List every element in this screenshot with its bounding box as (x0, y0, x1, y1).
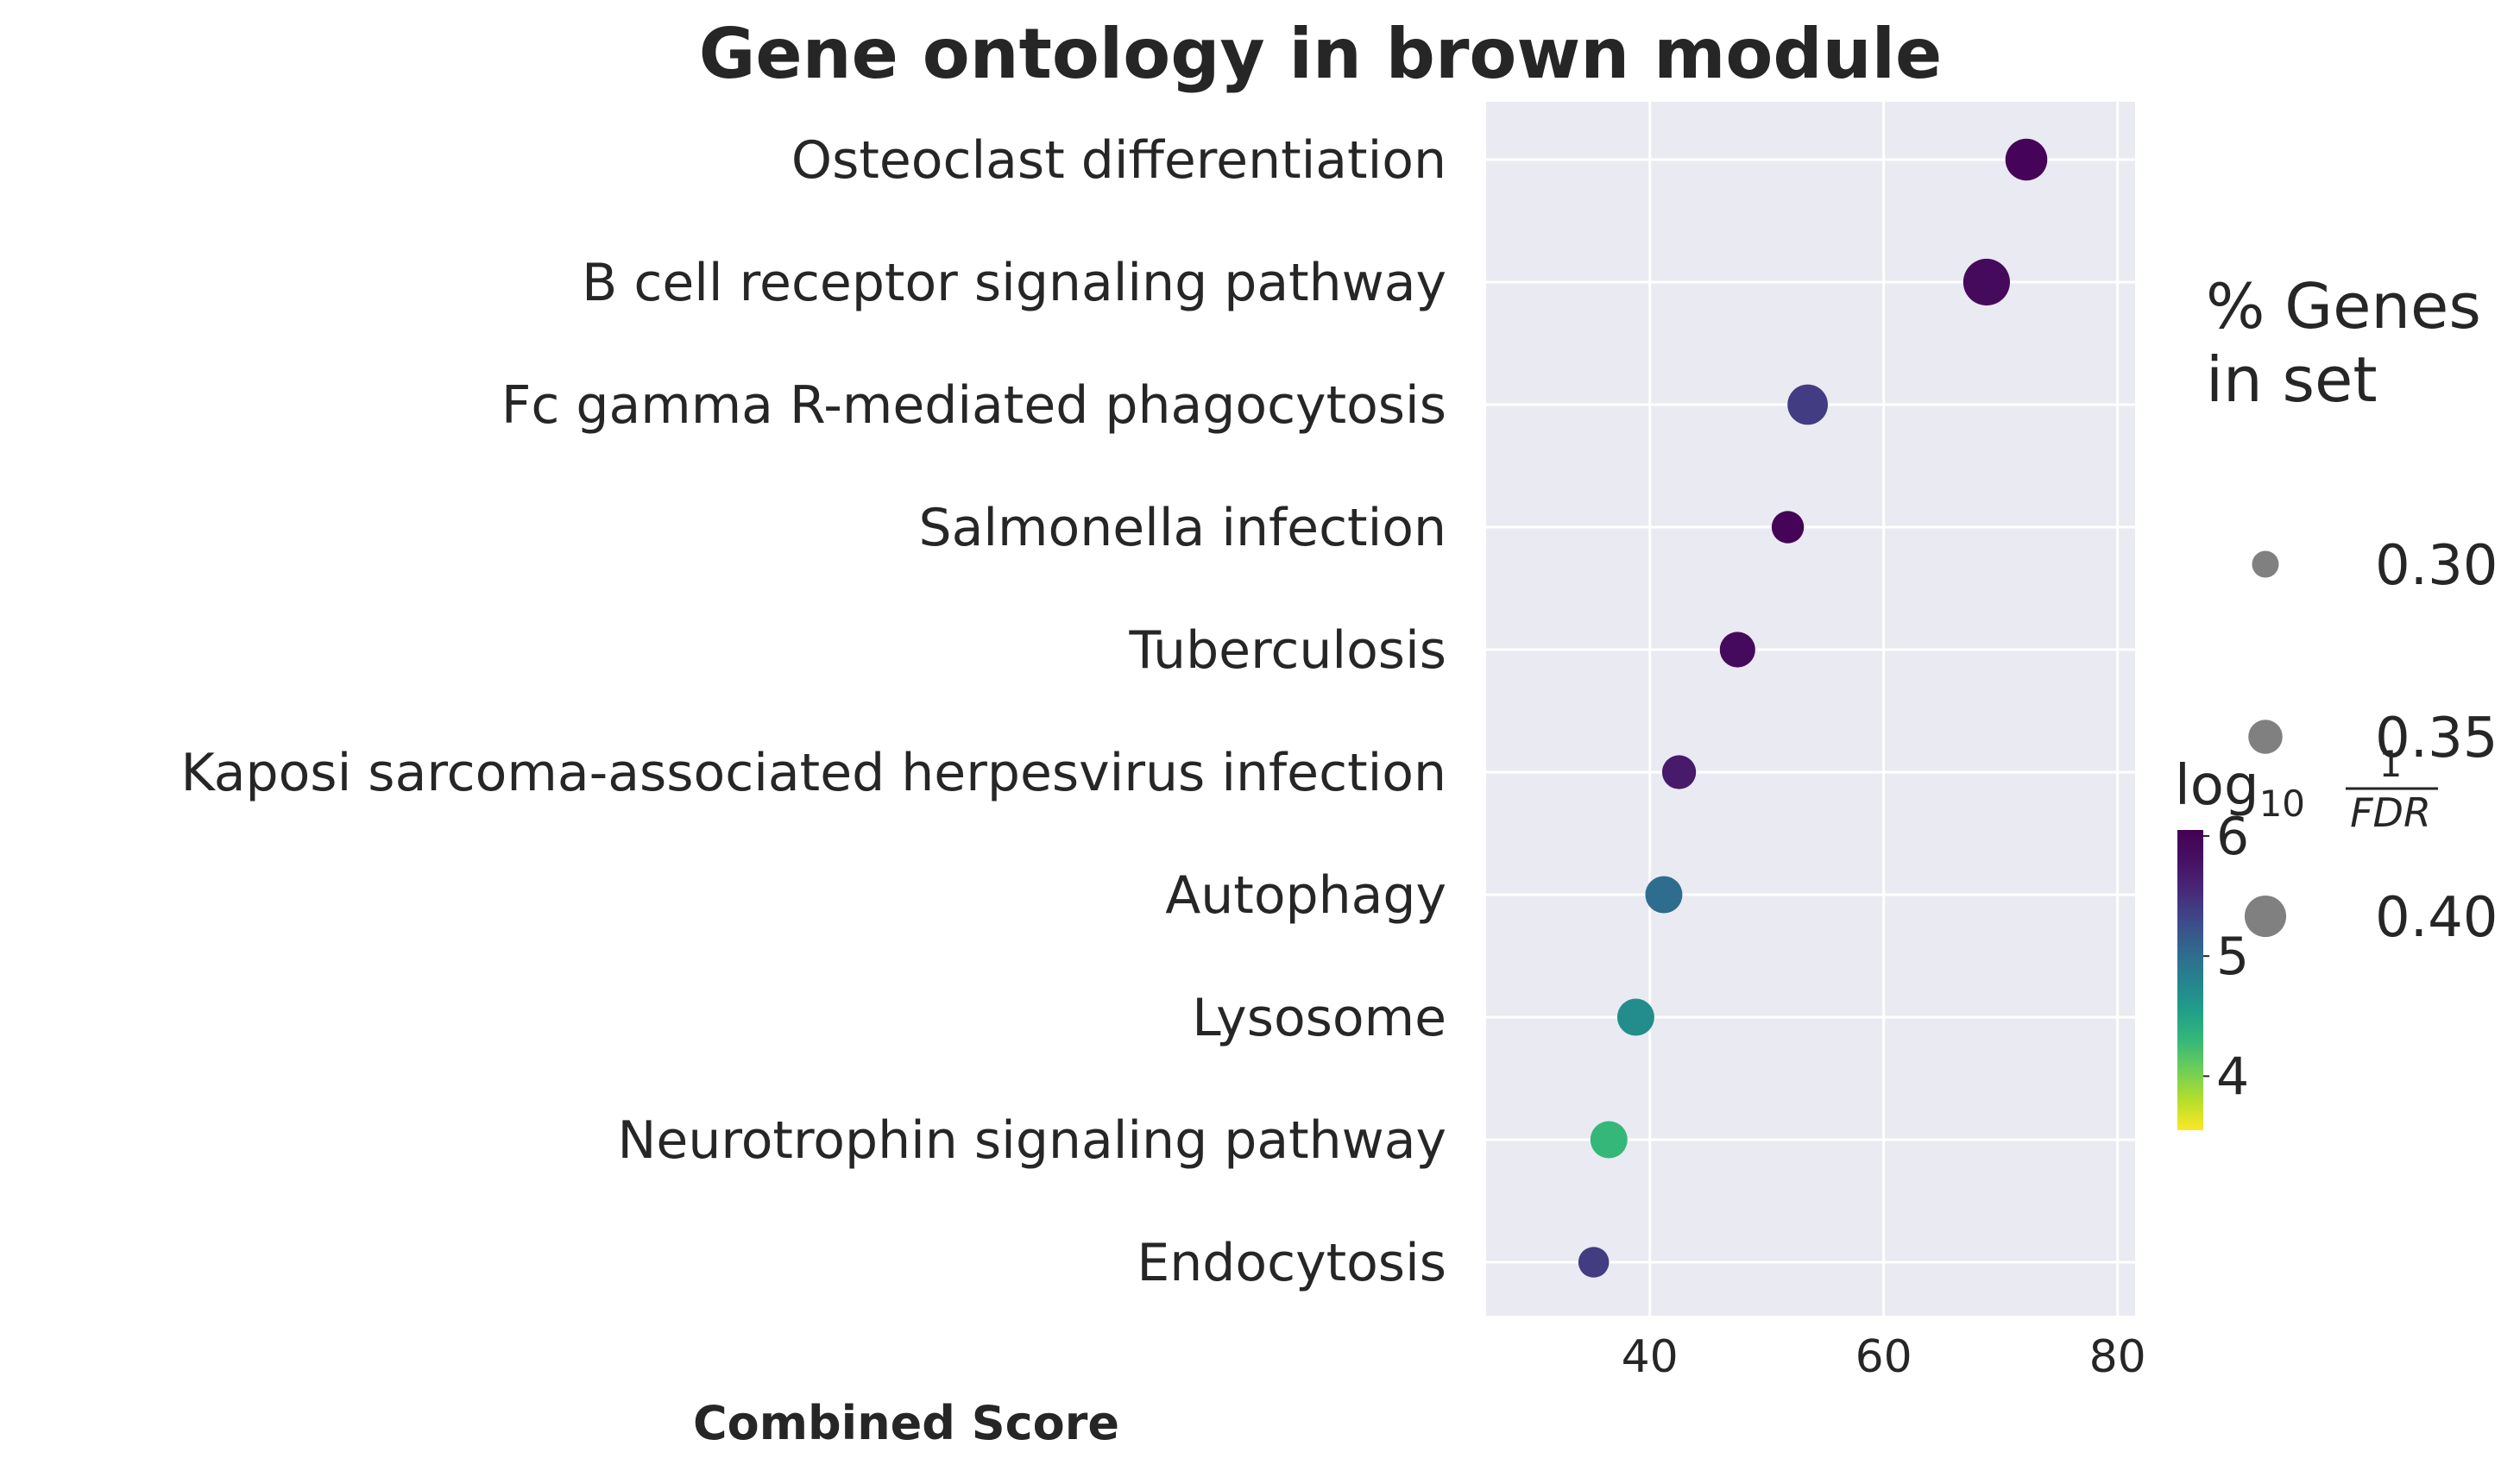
y-tick-label: Autophagy (1165, 865, 1446, 926)
x-axis-label: Combined Score (693, 1396, 1119, 1450)
x-tick-label: 40 (1622, 1331, 1679, 1383)
size-legend-label: 0.35 (2375, 707, 2498, 770)
colorbar-title-log: log (2175, 754, 2259, 818)
data-point (2005, 138, 2048, 181)
size-legend-marker (2244, 895, 2287, 938)
y-tick-label: Fc gamma R-mediated phagocytosis (501, 375, 1446, 436)
x-tick-label: 80 (2089, 1331, 2146, 1383)
y-tick-label: Tuberculosis (1129, 620, 1447, 681)
colorbar-title: log10 (2175, 754, 2305, 825)
size-legend-label: 0.30 (2375, 534, 2498, 598)
colorbar: log10 1 FDR 6 5 4 (2175, 743, 2438, 1130)
y-tick-label: Salmonella infection (919, 498, 1446, 558)
y-tick-label: Endocytosis (1137, 1233, 1446, 1293)
colorbar-title-subscript: 10 (2259, 783, 2305, 825)
colorbar-tick-label: 5 (2216, 927, 2249, 987)
colorbar-title-numerator: 1 (2379, 743, 2403, 785)
y-tick-label: Lysosome (1192, 988, 1446, 1048)
size-legend-marker (2252, 550, 2279, 578)
data-point (1616, 998, 1654, 1036)
data-point (1719, 632, 1755, 668)
size-legend-marker (2248, 720, 2283, 754)
chart-title: Gene ontology in brown module (699, 14, 1943, 94)
size-legend-label: 0.40 (2375, 886, 2498, 950)
data-point (1962, 258, 2010, 306)
data-point (1645, 876, 1683, 914)
y-tick-label: Kaposi sarcoma-associated herpesvirus in… (180, 743, 1446, 803)
data-point (1771, 511, 1805, 544)
data-point (1787, 384, 1828, 425)
size-legend-title-line2: in set (2206, 343, 2378, 416)
size-legend: % Genes in set 0.30 0.35 0.40 (2206, 270, 2498, 950)
x-tick-label: 60 (1855, 1331, 1912, 1383)
colorbar-tick-label: 6 (2216, 807, 2249, 867)
x-tick-labels: 40 60 80 (1622, 1331, 2146, 1383)
colorbar-tick-label: 4 (2216, 1047, 2249, 1107)
data-points (1578, 138, 2048, 1278)
size-legend-title-line1: % Genes (2206, 270, 2481, 343)
data-point (1590, 1121, 1628, 1159)
data-point (1661, 755, 1697, 789)
y-tick-label: Neurotrophin signaling pathway (618, 1110, 1446, 1171)
colorbar-title-denominator: FDR (2350, 789, 2431, 836)
colorbar-ticks: 6 5 4 (2203, 807, 2249, 1107)
y-tick-label: B cell receptor signaling pathway (582, 253, 1446, 313)
y-tick-label: Osteoclast differentiation (791, 130, 1446, 191)
plot-area (1486, 102, 2135, 1316)
colorbar-gradient (2177, 830, 2203, 1130)
y-tick-labels: Osteoclast differentiation B cell recepto… (180, 130, 1446, 1293)
data-point (1578, 1247, 1610, 1278)
